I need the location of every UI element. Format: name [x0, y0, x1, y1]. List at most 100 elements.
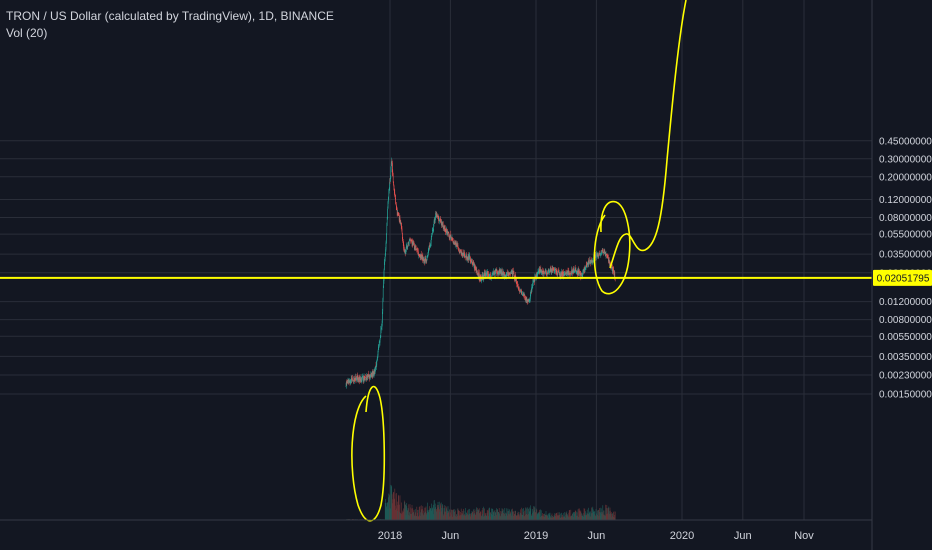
- volume-bar: [578, 510, 580, 520]
- volume-bar: [560, 517, 561, 520]
- volume-bar: [581, 513, 583, 520]
- candle-body: [551, 268, 553, 270]
- candle-body: [443, 228, 444, 229]
- candle-body: [382, 311, 383, 323]
- candle-body: [390, 163, 392, 170]
- candle-body: [452, 237, 453, 240]
- volume-bar: [529, 511, 530, 520]
- time-axis[interactable]: 2018 Jun 2019 Jun 2020 Jun Nov: [378, 530, 815, 542]
- candle-body: [388, 190, 390, 191]
- volume-bar: [584, 508, 586, 520]
- candle-body: [591, 261, 593, 262]
- candle-body: [500, 271, 502, 275]
- volume-bar: [429, 508, 431, 520]
- candle-body: [399, 217, 400, 221]
- candle-body: [545, 270, 547, 273]
- volume-bar: [459, 514, 461, 520]
- volume-bar: [433, 500, 435, 520]
- price-tick-label: 0.20000000: [879, 172, 932, 183]
- volume-bar: [462, 510, 464, 520]
- candle-body: [576, 270, 578, 273]
- candle-body: [358, 378, 360, 381]
- candle-body: [568, 270, 569, 274]
- candle-body: [417, 251, 419, 253]
- projection-drawing[interactable]: [609, 0, 687, 269]
- candle-body: [371, 375, 372, 378]
- volume-bar: [547, 514, 549, 520]
- volume-bar: [392, 499, 393, 520]
- candle-body: [547, 270, 549, 274]
- volume-bar: [582, 515, 583, 520]
- price-tick-label: 0.08000000: [879, 213, 932, 224]
- volume-bar: [442, 505, 444, 520]
- user-drawings[interactable]: [0, 0, 872, 522]
- candle-body: [467, 257, 469, 261]
- candle-body: [499, 270, 500, 274]
- candle-body: [530, 294, 531, 299]
- volume-bar: [544, 516, 545, 520]
- candle-body: [458, 249, 459, 251]
- candle-body: [384, 258, 386, 263]
- volume-bar: [473, 508, 475, 520]
- volume-bar: [410, 514, 412, 520]
- candle-body: [517, 286, 519, 288]
- candle-body: [434, 216, 436, 222]
- candle-body: [449, 237, 451, 239]
- candle-body: [420, 254, 422, 257]
- volume-bar: [411, 508, 412, 520]
- ellipse-drawing-right[interactable]: [593, 200, 631, 295]
- candle-body: [592, 261, 594, 263]
- candle-body: [410, 239, 412, 241]
- volume-bar: [564, 516, 565, 520]
- candle-body: [599, 253, 601, 255]
- candle-body: [472, 263, 474, 265]
- volume-bar: [455, 514, 457, 520]
- volume-bar: [481, 510, 483, 520]
- candle-body: [472, 261, 473, 265]
- candle-body: [451, 237, 453, 240]
- volume-bar: [452, 509, 454, 520]
- volume-bar: [614, 511, 616, 520]
- candle-body: [513, 271, 514, 273]
- candle-body: [554, 269, 555, 272]
- candle-body: [463, 252, 464, 257]
- volume-bar: [593, 511, 594, 520]
- candle-body: [478, 272, 479, 276]
- candle-body: [556, 273, 558, 275]
- volume-bar: [568, 510, 570, 520]
- candle-body: [560, 275, 561, 277]
- volume-bar: [551, 515, 552, 520]
- volume-bar: [560, 513, 562, 520]
- candle-body: [462, 253, 464, 255]
- volume-bar: [600, 512, 601, 520]
- volume-bar: [570, 509, 572, 520]
- volume-bar: [572, 513, 573, 520]
- candle-body: [426, 255, 428, 258]
- candle-body: [602, 249, 604, 253]
- candle-body: [578, 270, 580, 275]
- volume-bar: [505, 513, 507, 520]
- volume-bar: [502, 508, 503, 520]
- volume-bar: [467, 514, 469, 520]
- volume-bar: [465, 508, 466, 520]
- candle-body: [488, 275, 490, 277]
- candle-body: [359, 377, 360, 380]
- candle-body: [503, 272, 505, 277]
- volume-bar: [596, 513, 598, 520]
- volume-bar: [471, 514, 472, 520]
- volume-bar: [390, 508, 392, 520]
- candle-body: [368, 374, 369, 376]
- volume-bar: [607, 508, 608, 520]
- candle-body: [356, 376, 358, 379]
- candle-body: [349, 380, 350, 382]
- volume-bar: [516, 515, 517, 520]
- ellipse-drawing-left[interactable]: [351, 385, 386, 522]
- candle-body: [445, 231, 447, 233]
- candle-body: [557, 271, 558, 275]
- volume-bar: [566, 515, 568, 520]
- candle-body: [597, 254, 599, 256]
- volume-bar: [441, 507, 443, 520]
- volume-bar: [533, 507, 535, 520]
